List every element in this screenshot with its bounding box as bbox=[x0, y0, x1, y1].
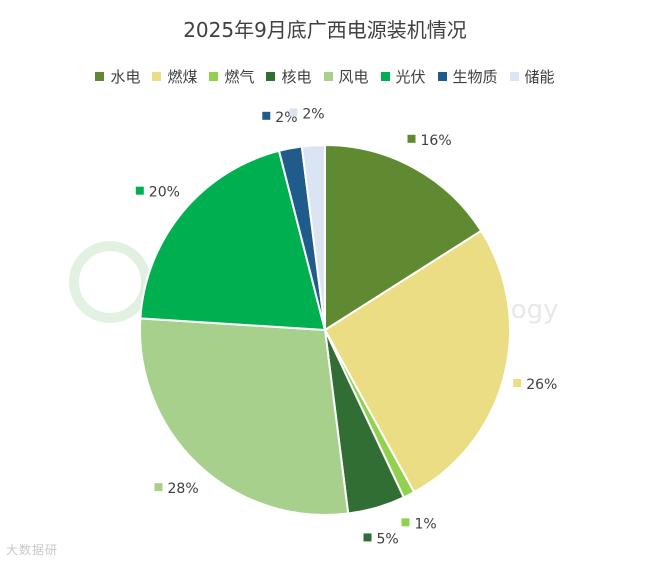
data-label: 28% bbox=[154, 481, 199, 497]
data-label: 26% bbox=[513, 377, 557, 393]
chart-legend: 水电 燃煤 燃气 核电 风电 光伏 生物质 储能 bbox=[0, 66, 650, 87]
data-label: 1% bbox=[401, 516, 437, 532]
footer-watermark: 大数据研 bbox=[6, 543, 59, 557]
data-label-text: 5% bbox=[377, 531, 399, 547]
legend-item: 核电 bbox=[266, 66, 312, 87]
data-label-text: 26% bbox=[526, 377, 557, 393]
pie-slices bbox=[139, 143, 511, 516]
pie-slice bbox=[139, 149, 327, 332]
legend-item: 生物质 bbox=[437, 66, 498, 87]
legend-label: 储能 bbox=[524, 68, 555, 86]
data-label-swatch bbox=[262, 111, 271, 120]
data-label-text: 28% bbox=[168, 481, 199, 497]
legend-label: 燃气 bbox=[224, 68, 255, 86]
legend-swatch bbox=[380, 72, 390, 81]
legend-item: 燃气 bbox=[209, 66, 254, 87]
legend-item: 燃煤 bbox=[152, 66, 197, 87]
pie-slice bbox=[139, 317, 350, 516]
legend-label: 生物质 bbox=[452, 68, 498, 86]
data-label: 16% bbox=[407, 133, 452, 149]
legend-swatch bbox=[152, 72, 162, 81]
pie-slice bbox=[323, 229, 511, 494]
data-label: 2% bbox=[289, 106, 325, 122]
data-label: 20% bbox=[135, 185, 180, 201]
legend-item: 储能 bbox=[509, 66, 555, 87]
data-label-text: 2% bbox=[302, 106, 324, 122]
data-label-text: 16% bbox=[421, 133, 452, 149]
legend-label: 水电 bbox=[110, 68, 141, 86]
legend-swatch bbox=[266, 72, 276, 81]
legend-swatch bbox=[95, 72, 105, 81]
legend-swatch bbox=[509, 72, 519, 81]
legend-swatch bbox=[323, 72, 333, 81]
legend-swatch bbox=[209, 72, 219, 81]
legend-item: 光伏 bbox=[380, 66, 426, 87]
legend-label: 核电 bbox=[281, 68, 312, 86]
data-label-swatch bbox=[513, 379, 522, 387]
data-label-swatch bbox=[154, 483, 163, 492]
legend-label: 燃煤 bbox=[167, 68, 198, 86]
legend-label: 风电 bbox=[338, 68, 369, 86]
data-label-swatch bbox=[407, 134, 416, 143]
data-label-swatch bbox=[363, 533, 372, 542]
legend-item: 水电 bbox=[95, 66, 140, 87]
data-label-swatch bbox=[401, 518, 410, 527]
data-label-swatch bbox=[135, 186, 144, 195]
pie-slice bbox=[300, 143, 326, 331]
data-label-swatch bbox=[289, 108, 298, 117]
legend-label: 光伏 bbox=[395, 68, 426, 86]
legend-item: 风电 bbox=[323, 66, 369, 87]
data-labels: 16%26%1%5%28%20%2% 2% bbox=[135, 106, 557, 547]
watermark-logo-icon bbox=[69, 241, 151, 323]
chart-title: 2025年9月底广西电源装机情况 bbox=[183, 18, 467, 42]
data-label-text: 1% bbox=[415, 516, 437, 532]
data-label-text: 20% bbox=[149, 185, 180, 201]
pie-slice bbox=[324, 143, 483, 332]
legend-swatch bbox=[437, 72, 447, 81]
data-label: 5% bbox=[363, 531, 399, 547]
